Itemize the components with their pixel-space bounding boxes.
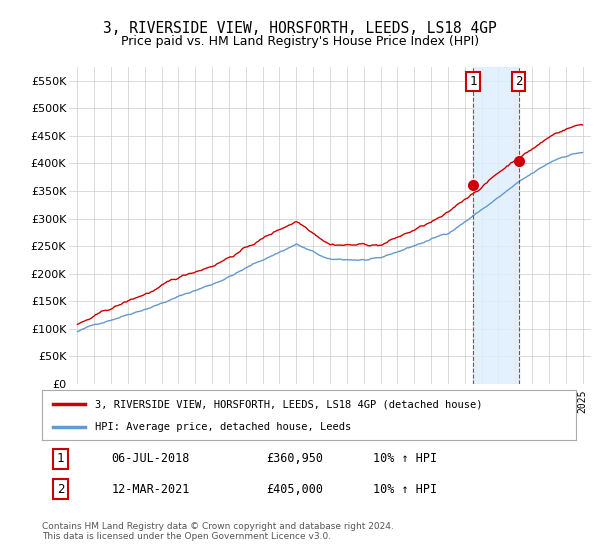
Text: 3, RIVERSIDE VIEW, HORSFORTH, LEEDS, LS18 4GP (detached house): 3, RIVERSIDE VIEW, HORSFORTH, LEEDS, LS1…	[95, 399, 483, 409]
Text: HPI: Average price, detached house, Leeds: HPI: Average price, detached house, Leed…	[95, 422, 352, 432]
Text: 2: 2	[57, 483, 64, 496]
Text: 2: 2	[515, 75, 523, 88]
Text: 1: 1	[469, 75, 477, 88]
Text: 10% ↑ HPI: 10% ↑ HPI	[373, 483, 437, 496]
Text: 12-MAR-2021: 12-MAR-2021	[112, 483, 190, 496]
Text: 06-JUL-2018: 06-JUL-2018	[112, 452, 190, 465]
Text: Contains HM Land Registry data © Crown copyright and database right 2024.
This d: Contains HM Land Registry data © Crown c…	[42, 522, 394, 542]
Text: 3, RIVERSIDE VIEW, HORSFORTH, LEEDS, LS18 4GP: 3, RIVERSIDE VIEW, HORSFORTH, LEEDS, LS1…	[103, 21, 497, 36]
Text: 1: 1	[57, 452, 64, 465]
Bar	[473, 67, 518, 384]
Text: £360,950: £360,950	[266, 452, 323, 465]
Text: £405,000: £405,000	[266, 483, 323, 496]
Text: Price paid vs. HM Land Registry's House Price Index (HPI): Price paid vs. HM Land Registry's House …	[121, 35, 479, 48]
Text: 10% ↑ HPI: 10% ↑ HPI	[373, 452, 437, 465]
